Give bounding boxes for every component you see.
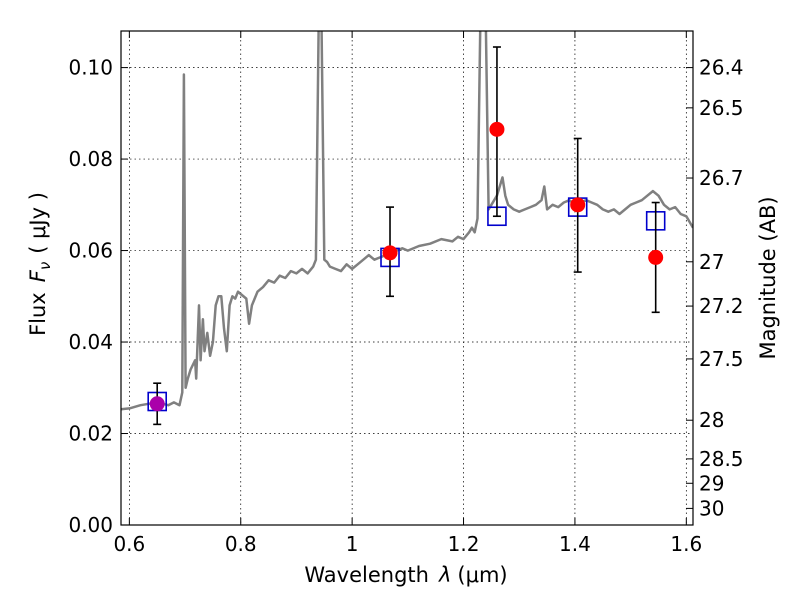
mag-tick-label: 27.2 (699, 294, 744, 318)
y-tick-label: 0.02 (68, 422, 113, 446)
mag-tick-label: 27.5 (699, 347, 744, 371)
observed-photometry (149, 121, 664, 412)
mag-tick-label: 27 (699, 250, 724, 274)
magnitude-axis-label: Magnitude (AB) (756, 196, 780, 359)
mag-tick-label: 26.7 (699, 166, 744, 190)
mag-tick-label: 28.5 (699, 447, 744, 471)
y-axis-label: FluxFν( μJy ) (26, 192, 54, 336)
y-tick-label: 0.00 (68, 513, 113, 537)
mag-tick-label: 30 (699, 496, 724, 520)
mag-tick-label: 26.4 (699, 56, 744, 80)
y-tick-label: 0.06 (68, 239, 113, 263)
x-tick-label: 0.8 (225, 532, 257, 556)
plot-frame (120, 30, 694, 526)
x-tick-label: 0.6 (113, 532, 145, 556)
y-tick-label: 0.10 (68, 56, 113, 80)
observed-point (149, 396, 165, 412)
mag-tick-label: 26.5 (699, 96, 744, 120)
observed-point (382, 245, 398, 261)
grid-lines (121, 31, 693, 526)
observed-point (570, 197, 586, 213)
x-tick-label: 1.2 (448, 532, 480, 556)
spectrum-line (121, 31, 693, 411)
axis-ticks: 0.6 0.8 1 1.2 1.4 1.6 0.00 0.02 0.04 0.06 0.08 0.10… (68, 31, 744, 556)
y-tick-label: 0.08 (68, 147, 113, 171)
plot-area (121, 31, 693, 426)
mag-tick-label: 28 (699, 408, 724, 432)
x-axis-label: Wavelength λ (μm) (304, 563, 507, 587)
model-photometry (147, 197, 666, 412)
x-tick-label: 1 (346, 532, 359, 556)
x-tick-label: 1.4 (559, 532, 591, 556)
y-tick-label: 0.04 (68, 330, 113, 354)
observed-point (489, 121, 505, 137)
observed-point (648, 249, 664, 265)
x-tick-label: 1.6 (670, 532, 702, 556)
mag-tick-label: 29 (699, 471, 724, 495)
error-bars (153, 46, 660, 426)
